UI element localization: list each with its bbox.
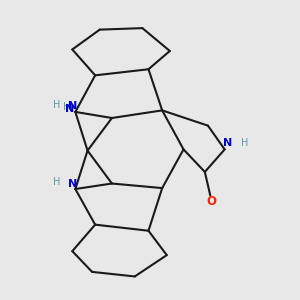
Text: H: H bbox=[53, 177, 61, 187]
Text: H: H bbox=[241, 138, 248, 148]
Text: O: O bbox=[207, 195, 217, 208]
Text: N: N bbox=[64, 104, 74, 114]
Text: N: N bbox=[68, 178, 77, 188]
Text: H: H bbox=[53, 100, 61, 110]
Text: N: N bbox=[68, 101, 77, 111]
Text: N: N bbox=[223, 138, 232, 148]
Text: H: H bbox=[63, 102, 71, 112]
